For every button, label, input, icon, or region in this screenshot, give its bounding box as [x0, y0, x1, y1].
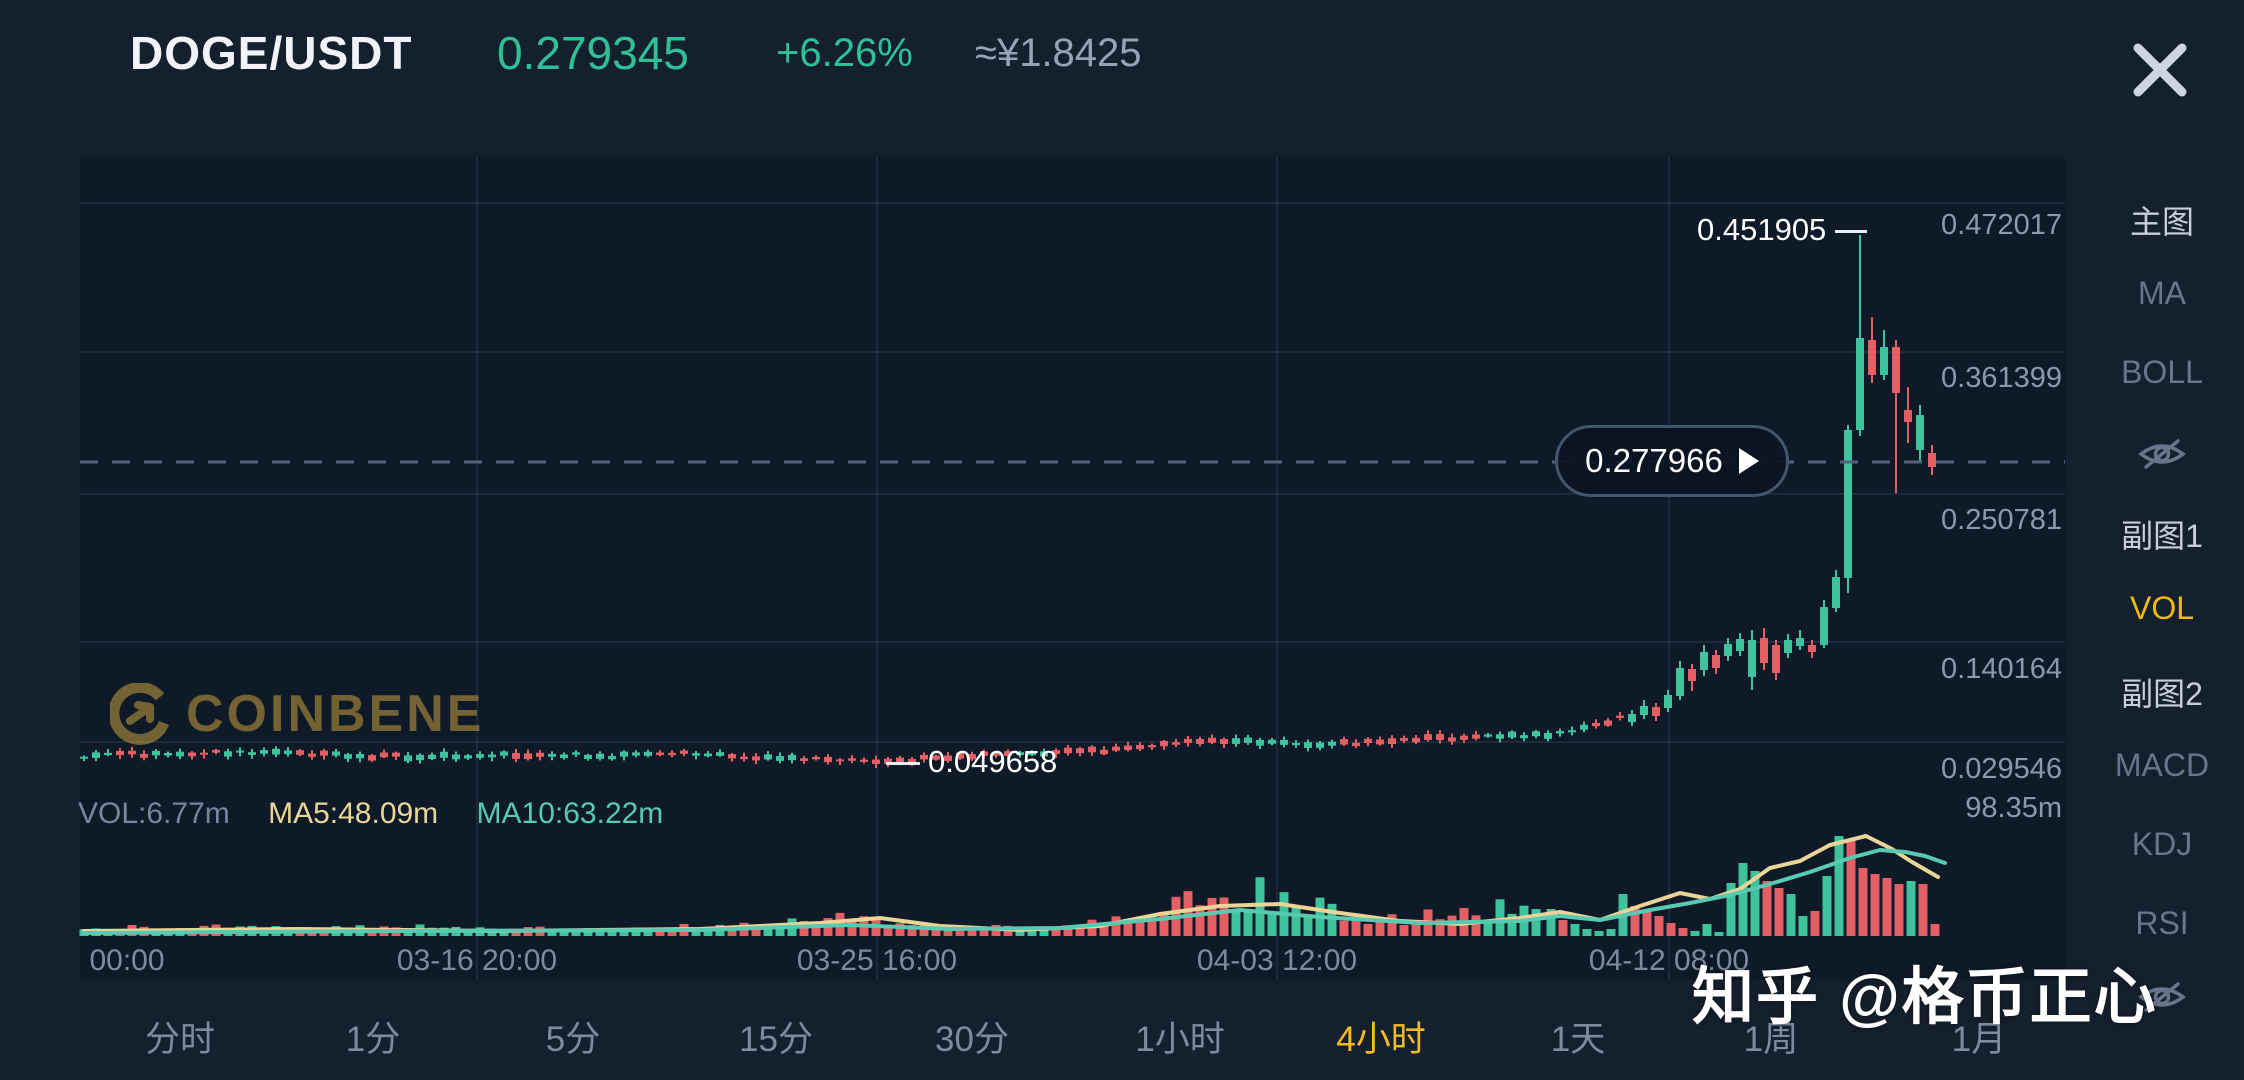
interval-tab-1小时[interactable]: 1小时 — [1135, 1020, 1225, 1059]
price-axis-label: 0.140164 — [1941, 653, 2062, 685]
chart-plot-background — [80, 157, 2066, 980]
time-axis-label: 04-03 12:00 — [1196, 944, 1358, 977]
interval-tabbar: 分时 1分 5分 15分 30分 1小时 4小时 1天 1周 1月 — [0, 995, 2244, 1080]
interval-tab-5分[interactable]: 5分 — [545, 1020, 601, 1059]
header: DOGE/USDT 0.279345 +6.26% ≈¥1.8425 — [0, 0, 2244, 110]
current-price-bubble[interactable]: 0.277966 — [1555, 425, 1789, 497]
interval-tab-4小时[interactable]: 4小时 — [1336, 1020, 1426, 1059]
cny-value: ≈¥1.8425 — [975, 31, 1142, 75]
low-annotation-dash — [886, 762, 920, 765]
sidebar-item-boll[interactable]: BOLL — [2121, 354, 2203, 390]
coinbene-watermark: COINBENE — [110, 683, 484, 745]
low-price-annotation: 0.049658 — [928, 744, 1058, 779]
price-axis-label: 0.029546 — [1941, 753, 2062, 785]
interval-tab-30分[interactable]: 30分 — [935, 1020, 1009, 1059]
indicator-sidebar: 主图 MA BOLL 副图1 VOL 副图2 MACD KDJ RSI — [2082, 0, 2242, 1080]
eye-off-icon[interactable] — [2082, 436, 2242, 477]
interval-tab-15分[interactable]: 15分 — [739, 1020, 813, 1059]
time-axis-label: 03-25 16:00 — [796, 944, 958, 977]
price-axis-label: 0.472017 — [1941, 209, 2062, 241]
sidebar-item-副图1[interactable]: 副图1 — [2121, 518, 2203, 554]
time-axis-label: 04-12 08:00 — [1588, 944, 1750, 977]
sidebar-item-副图2[interactable]: 副图2 — [2121, 676, 2203, 712]
price-axis-label: 0.250781 — [1941, 504, 2062, 536]
price-axis-label: 0.361399 — [1941, 362, 2062, 394]
sidebar-item-主图[interactable]: 主图 — [2129, 204, 2194, 240]
sidebar-item-macd[interactable]: MACD — [2114, 747, 2210, 783]
sidebar-item-vol[interactable]: VOL — [2129, 590, 2195, 626]
high-price-annotation: 0.451905 — [1697, 212, 1827, 247]
time-axis-label: 00:00 — [89, 944, 165, 977]
pair-title: DOGE/USDT — [130, 27, 413, 79]
coinbene-logo-icon — [110, 683, 170, 745]
sidebar-item-rsi[interactable]: RSI — [2135, 905, 2189, 941]
arrow-right-icon — [1738, 448, 1759, 474]
sidebar-item-kdj[interactable]: KDJ — [2131, 826, 2193, 862]
close-icon — [2133, 43, 2187, 97]
close-button[interactable] — [2122, 32, 2198, 108]
sidebar-item-ma[interactable]: MA — [2138, 275, 2186, 311]
zhihu-watermark: 知乎 @格币正心 — [1692, 963, 2158, 1032]
interval-tab-分时[interactable]: 分时 — [144, 1020, 216, 1059]
volume-ma5-label: MA5:48.09m — [268, 797, 439, 830]
volume-value-label: VOL:6.77m — [78, 797, 230, 830]
interval-tab-1周[interactable]: 1周 — [1743, 1020, 1799, 1059]
coinbene-watermark-text: COINBENE — [186, 685, 485, 743]
volume-legend: VOL:6.77m MA5:48.09m MA10:63.22m — [78, 797, 693, 831]
volume-ma10-label: MA10:63.22m — [476, 797, 664, 830]
interval-tab-1天[interactable]: 1天 — [1550, 1020, 1606, 1059]
interval-tab-1分[interactable]: 1分 — [345, 1020, 401, 1059]
percent-change: +6.26% — [776, 31, 913, 75]
time-axis-label: 03-16 20:00 — [396, 944, 558, 977]
eye-off-icon[interactable] — [2082, 979, 2242, 1020]
volume-axis-label: 98.35m — [1965, 792, 2062, 824]
current-price-value: 0.277966 — [1585, 442, 1723, 479]
high-annotation-dash — [1835, 230, 1867, 233]
last-price: 0.279345 — [497, 27, 689, 79]
interval-tab-1月[interactable]: 1月 — [1951, 1020, 2007, 1059]
